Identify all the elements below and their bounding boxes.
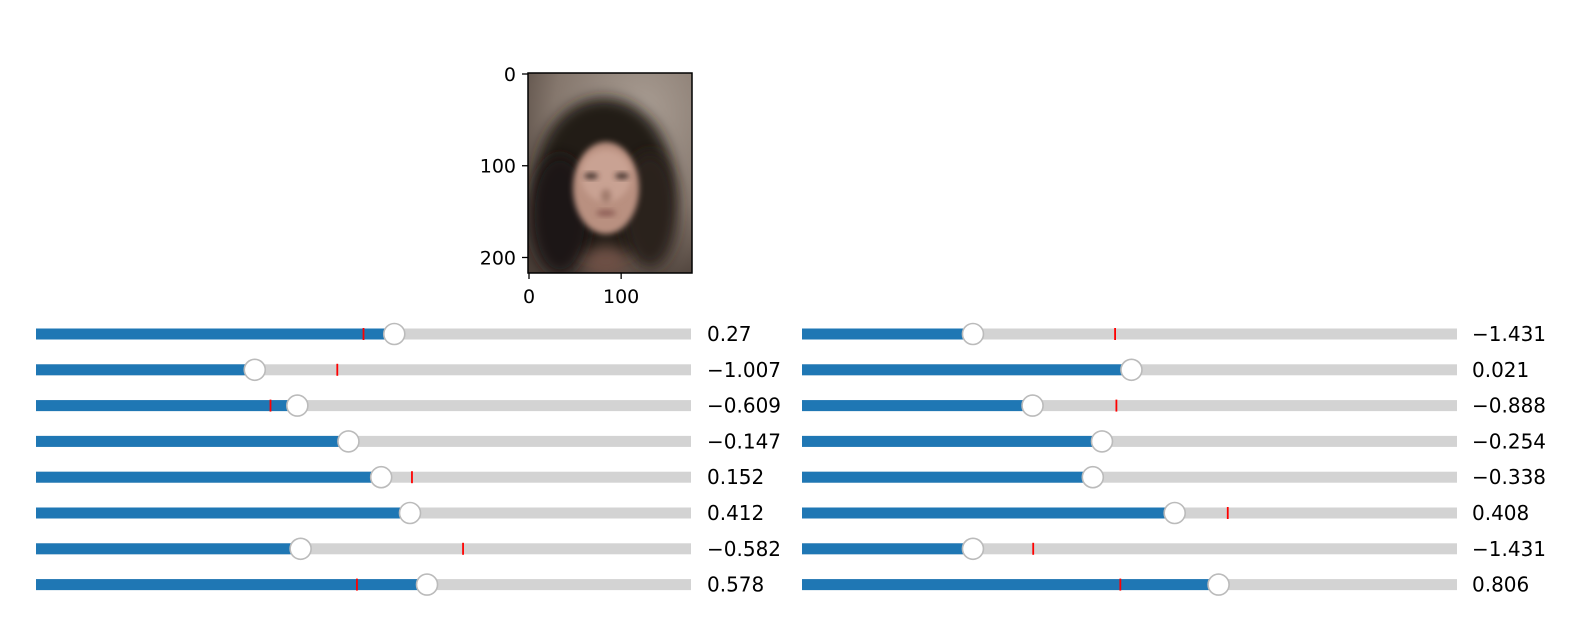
slider-value-label: −1.431 xyxy=(1472,322,1546,346)
slider-value-label: −0.582 xyxy=(707,537,781,561)
slider-fill xyxy=(802,400,1033,412)
slider-track[interactable] xyxy=(36,543,691,555)
slider-fill xyxy=(802,328,973,340)
slider-row: −0.147 xyxy=(36,429,781,453)
slider-track[interactable] xyxy=(802,328,1457,340)
slider-value-label: 0.408 xyxy=(1472,501,1529,525)
slider-row: 0.021 xyxy=(802,358,1529,382)
slider-handle[interactable] xyxy=(289,537,312,561)
slider-handle[interactable] xyxy=(337,430,360,453)
slider-fill xyxy=(36,579,428,591)
slider-row: 0.412 xyxy=(36,501,764,525)
slider-track[interactable] xyxy=(36,435,691,447)
slider-handle[interactable] xyxy=(415,573,439,596)
slider-row: −1.431 xyxy=(802,322,1546,346)
slider-handle[interactable] xyxy=(961,322,985,346)
slider-row: 0.408 xyxy=(802,501,1529,525)
slider-value-label: −0.609 xyxy=(707,394,781,418)
slider-row: −1.007 xyxy=(36,358,781,382)
slider-track[interactable] xyxy=(802,400,1457,412)
slider-value-label: 0.27 xyxy=(707,322,752,346)
y-tick-label: 100 xyxy=(480,156,516,178)
slider-fill xyxy=(802,364,1132,376)
face-image xyxy=(528,73,692,273)
y-axis-ticks: 0 100 200 xyxy=(480,64,528,269)
slider-fill xyxy=(36,435,349,447)
slider-handle[interactable] xyxy=(961,537,985,561)
slider-row: 0.152 xyxy=(36,465,764,489)
slider-row: 0.27 xyxy=(36,322,752,346)
slider-row: −0.609 xyxy=(36,394,781,418)
slider-track[interactable] xyxy=(802,543,1457,555)
slider-value-label: −0.147 xyxy=(707,429,781,453)
image-panel: 0 100 200 0 100 xyxy=(480,64,693,308)
slider-fill xyxy=(36,543,301,555)
slider-value-label: −1.007 xyxy=(707,358,781,382)
slider-handle[interactable] xyxy=(1207,573,1230,596)
slider-column-right: −1.431 0.021 −0.888 −0.254 −0.338 0.408 −1.431… xyxy=(802,322,1546,597)
slider-value-label: 0.021 xyxy=(1472,358,1529,382)
slider-value-label: −0.338 xyxy=(1472,465,1546,489)
slider-fill xyxy=(802,579,1219,591)
slider-fill xyxy=(802,471,1093,483)
image-frame xyxy=(527,72,693,274)
slider-value-label: −0.254 xyxy=(1472,429,1546,453)
x-axis-ticks: 0 100 xyxy=(523,273,639,308)
x-tick-label: 100 xyxy=(603,286,639,308)
slider-handle[interactable] xyxy=(369,465,393,489)
slider-track[interactable] xyxy=(802,435,1457,447)
slider-fill xyxy=(36,328,395,340)
slider-handle[interactable] xyxy=(1120,358,1143,382)
slider-fill xyxy=(36,400,298,412)
slider-column-left: 0.27 −1.007 −0.609 −0.147 0.152 0.412 −0.582 0.… xyxy=(36,322,781,597)
slider-row: −0.888 xyxy=(802,394,1546,418)
slider-row: −0.254 xyxy=(802,429,1546,453)
slider-handle[interactable] xyxy=(1081,465,1105,489)
slider-track[interactable] xyxy=(802,471,1457,483)
slider-handle[interactable] xyxy=(286,394,309,417)
slider-fill xyxy=(36,471,382,483)
slider-value-label: −1.431 xyxy=(1472,537,1546,561)
y-tick-label: 200 xyxy=(480,247,516,269)
slider-value-label: 0.578 xyxy=(707,573,764,597)
slider-value-label: 0.412 xyxy=(707,501,764,525)
slider-row: 0.578 xyxy=(36,573,764,597)
y-tick-label: 0 xyxy=(504,64,516,86)
slider-value-label: −0.888 xyxy=(1472,394,1546,418)
slider-fill xyxy=(36,507,411,519)
slider-value-label: 0.806 xyxy=(1472,573,1529,597)
slider-handle[interactable] xyxy=(382,322,406,346)
slider-handle[interactable] xyxy=(1090,430,1114,453)
slider-fill xyxy=(802,543,973,555)
slider-handle[interactable] xyxy=(1163,501,1186,525)
slider-handle[interactable] xyxy=(398,501,422,525)
x-tick-label: 0 xyxy=(523,286,535,308)
slider-row: 0.806 xyxy=(802,573,1529,597)
slider-handle[interactable] xyxy=(1021,394,1044,417)
slider-row: −1.431 xyxy=(802,537,1546,561)
slider-handle[interactable] xyxy=(243,358,267,382)
slider-value-label: 0.152 xyxy=(707,465,764,489)
slider-row: −0.582 xyxy=(36,537,781,561)
slider-fill xyxy=(36,364,255,376)
slider-track[interactable] xyxy=(36,364,691,376)
slider-fill xyxy=(802,435,1102,447)
slider-row: −0.338 xyxy=(802,465,1546,489)
slider-track[interactable] xyxy=(36,400,691,412)
slider-fill xyxy=(802,507,1175,519)
